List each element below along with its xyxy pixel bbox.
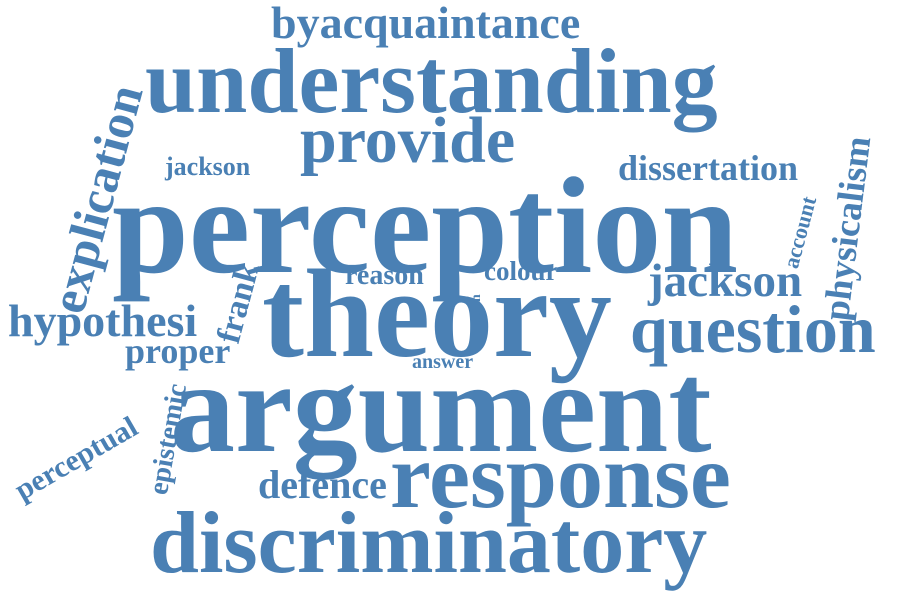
word-reason: reason [345, 260, 424, 291]
word-answer: answer [412, 351, 474, 373]
word-dissertation: dissertation [618, 148, 798, 188]
word-discriminatory: discriminatory [150, 495, 708, 592]
word-hypothesi: hypothesi [8, 295, 198, 346]
word-jackson: jackson [648, 255, 803, 307]
word-byacquaintance: byacquaintance [271, 0, 581, 48]
word-term: term [469, 294, 484, 323]
word-defence: defence [258, 462, 387, 507]
word-understanding: understanding [145, 30, 718, 132]
word-argument: argument [170, 336, 712, 480]
word-provide: provide [300, 104, 516, 177]
word-theory: theory [262, 245, 612, 384]
word-response: response [390, 425, 731, 527]
word-proper: proper [125, 331, 231, 371]
word-perception: perception [112, 149, 739, 302]
word-colour: colour [484, 256, 558, 286]
word-perceptual: perceptual [9, 410, 144, 507]
word-question: question [630, 291, 876, 367]
word-particular: jackson [165, 152, 251, 181]
